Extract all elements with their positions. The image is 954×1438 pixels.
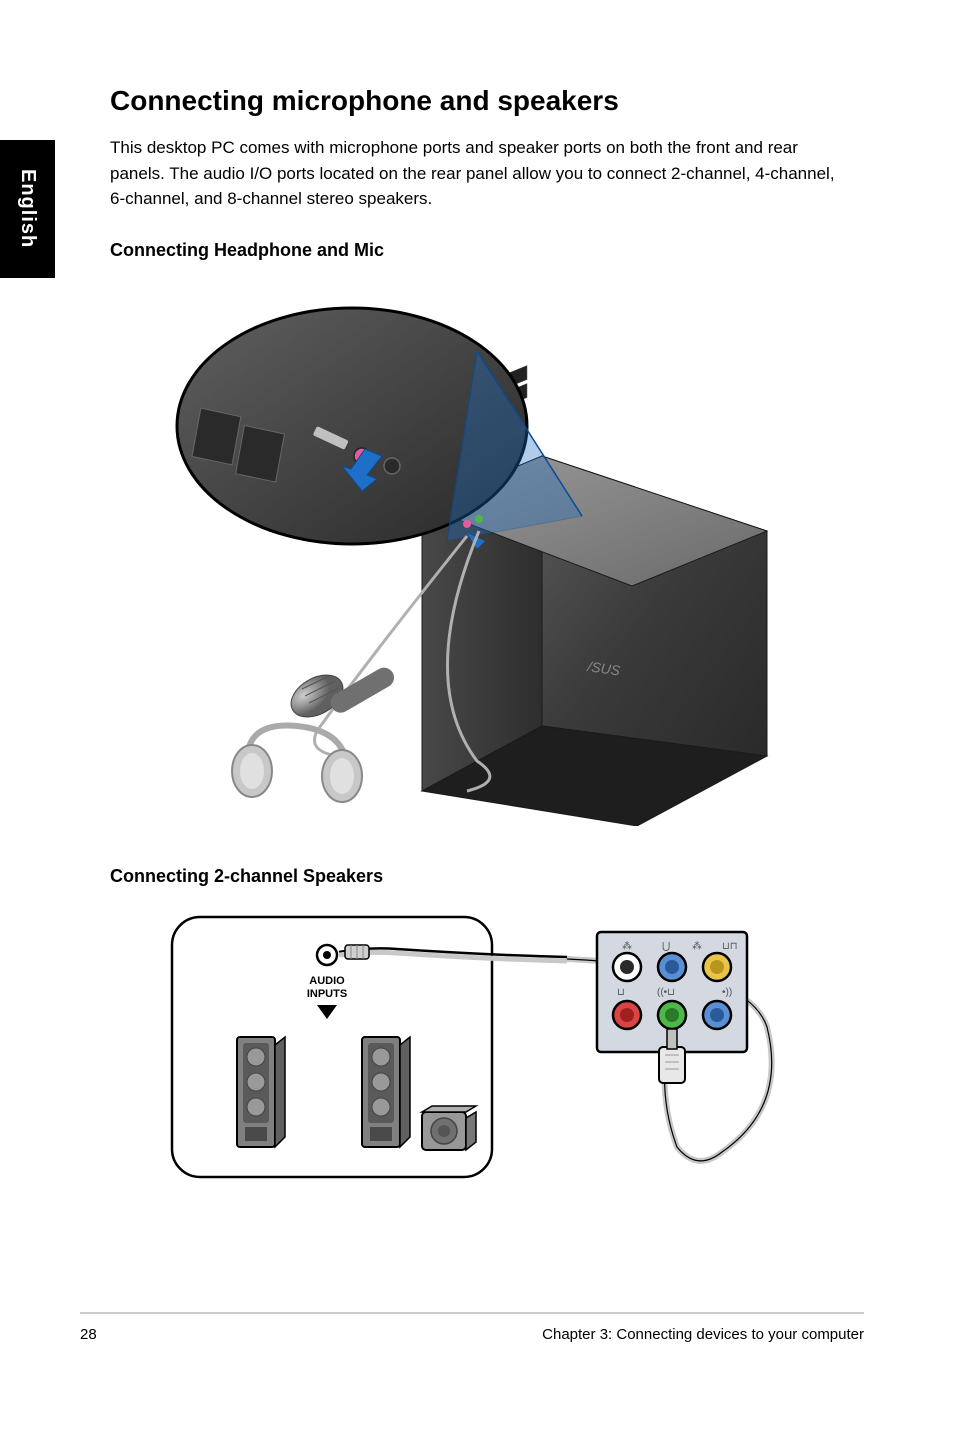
chapter-label: Chapter 3: Connecting devices to your co… [542, 1326, 864, 1343]
two-channel-speaker-diagram: AUDIO INPUTS [167, 907, 807, 1207]
audio-label: AUDIO [309, 975, 345, 987]
page-title: Connecting microphone and speakers [110, 85, 864, 117]
svg-text:⁂: ⁂ [692, 941, 702, 952]
diagram-1-container: /SUS [110, 281, 864, 826]
svg-text:•)): •)) [722, 987, 732, 998]
svg-text:⊔⊓: ⊔⊓ [722, 941, 738, 952]
section-heading-1: Connecting Headphone and Mic [110, 240, 864, 261]
svg-text:⊔: ⊔ [617, 987, 625, 998]
page-number: 28 [80, 1326, 97, 1343]
svg-text:⋃: ⋃ [662, 941, 670, 952]
svg-text:((•⊔: ((•⊔ [657, 987, 675, 998]
language-label: English [16, 169, 39, 248]
manual-page: English Connecting microphone and speake… [0, 0, 954, 1438]
inputs-label: INPUTS [307, 988, 347, 1000]
intro-paragraph: This desktop PC comes with microphone po… [110, 135, 850, 212]
page-footer: 28 Chapter 3: Connecting devices to your… [80, 1313, 864, 1343]
language-tab: English [0, 140, 55, 278]
section-heading-2: Connecting 2-channel Speakers [110, 866, 864, 887]
headphone-mic-diagram: /SUS [167, 281, 807, 826]
svg-text:⁂: ⁂ [622, 941, 632, 952]
diagram-2-container: AUDIO INPUTS [110, 907, 864, 1207]
